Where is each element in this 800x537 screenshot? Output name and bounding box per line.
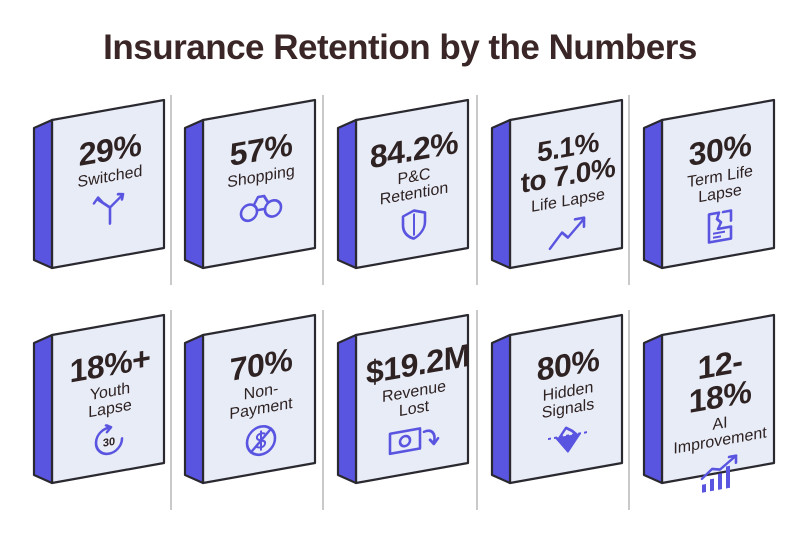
tile-content: 18%+ Youth Lapse 30 <box>62 318 158 480</box>
tile-content: 12-18% AI Improvement <box>672 318 768 493</box>
tile-content: 70% Non-Payment <box>213 318 309 480</box>
tile-content: 30% Term Life Lapse <box>672 103 768 265</box>
tile-slab <box>490 98 624 270</box>
stat-tile: 80% Hidden Signals <box>490 313 624 485</box>
tile-slab <box>336 98 470 270</box>
trend-up-arrow-icon <box>520 207 616 263</box>
stat-tile: 84.2% P&C Retention <box>336 98 470 270</box>
stat-tile: 29% Switched <box>32 98 166 270</box>
split-arrows-icon <box>62 183 158 239</box>
column-divider <box>322 310 324 510</box>
cash-loss-icon <box>366 415 462 467</box>
bar-growth-icon <box>672 447 768 505</box>
tile-slab <box>183 98 317 270</box>
tile-slab <box>183 313 317 485</box>
iceberg-icon <box>520 415 616 467</box>
page-title: Insurance Retention by the Numbers <box>103 28 697 67</box>
stat-tile: $19.2M Revenue Lost <box>336 313 470 485</box>
stat-tile: 70% Non-Payment <box>183 313 317 485</box>
stat-tile: 57% Shopping <box>183 98 317 270</box>
column-divider <box>170 95 172 285</box>
tile-content: 80% Hidden Signals <box>520 318 616 480</box>
tile-slab <box>642 98 776 270</box>
stat-tile: 5.1% to 7.0% Life Lapse <box>490 98 624 270</box>
tile-content: 84.2% P&C Retention <box>366 103 462 265</box>
tile-slab <box>642 313 776 485</box>
column-divider <box>476 310 478 510</box>
stat-tile: 18%+ Youth Lapse 30 <box>32 313 166 485</box>
stat-tile: 30% Term Life Lapse <box>642 98 776 270</box>
shield-icon <box>366 200 462 254</box>
tile-content: 29% Switched <box>62 103 158 265</box>
no-dollar-icon <box>213 415 309 471</box>
tile-slab <box>32 313 166 485</box>
tile-content: 5.1% to 7.0% Life Lapse <box>520 103 616 265</box>
binoculars-icon <box>213 183 309 235</box>
column-divider <box>476 95 478 285</box>
svg-text:30: 30 <box>103 436 115 450</box>
column-divider <box>628 310 630 510</box>
column-divider <box>628 95 630 285</box>
tile-slab <box>336 313 470 485</box>
column-divider <box>322 95 324 285</box>
tile-content: $19.2M Revenue Lost <box>366 318 470 480</box>
torn-document-icon <box>672 200 768 256</box>
tile-slab <box>490 313 624 485</box>
tile-content: 57% Shopping <box>213 103 309 265</box>
column-divider <box>170 310 172 510</box>
tile-slab <box>32 98 166 270</box>
thirty-timer-icon: 30 <box>62 415 158 471</box>
stat-tile: 12-18% AI Improvement <box>642 313 776 493</box>
